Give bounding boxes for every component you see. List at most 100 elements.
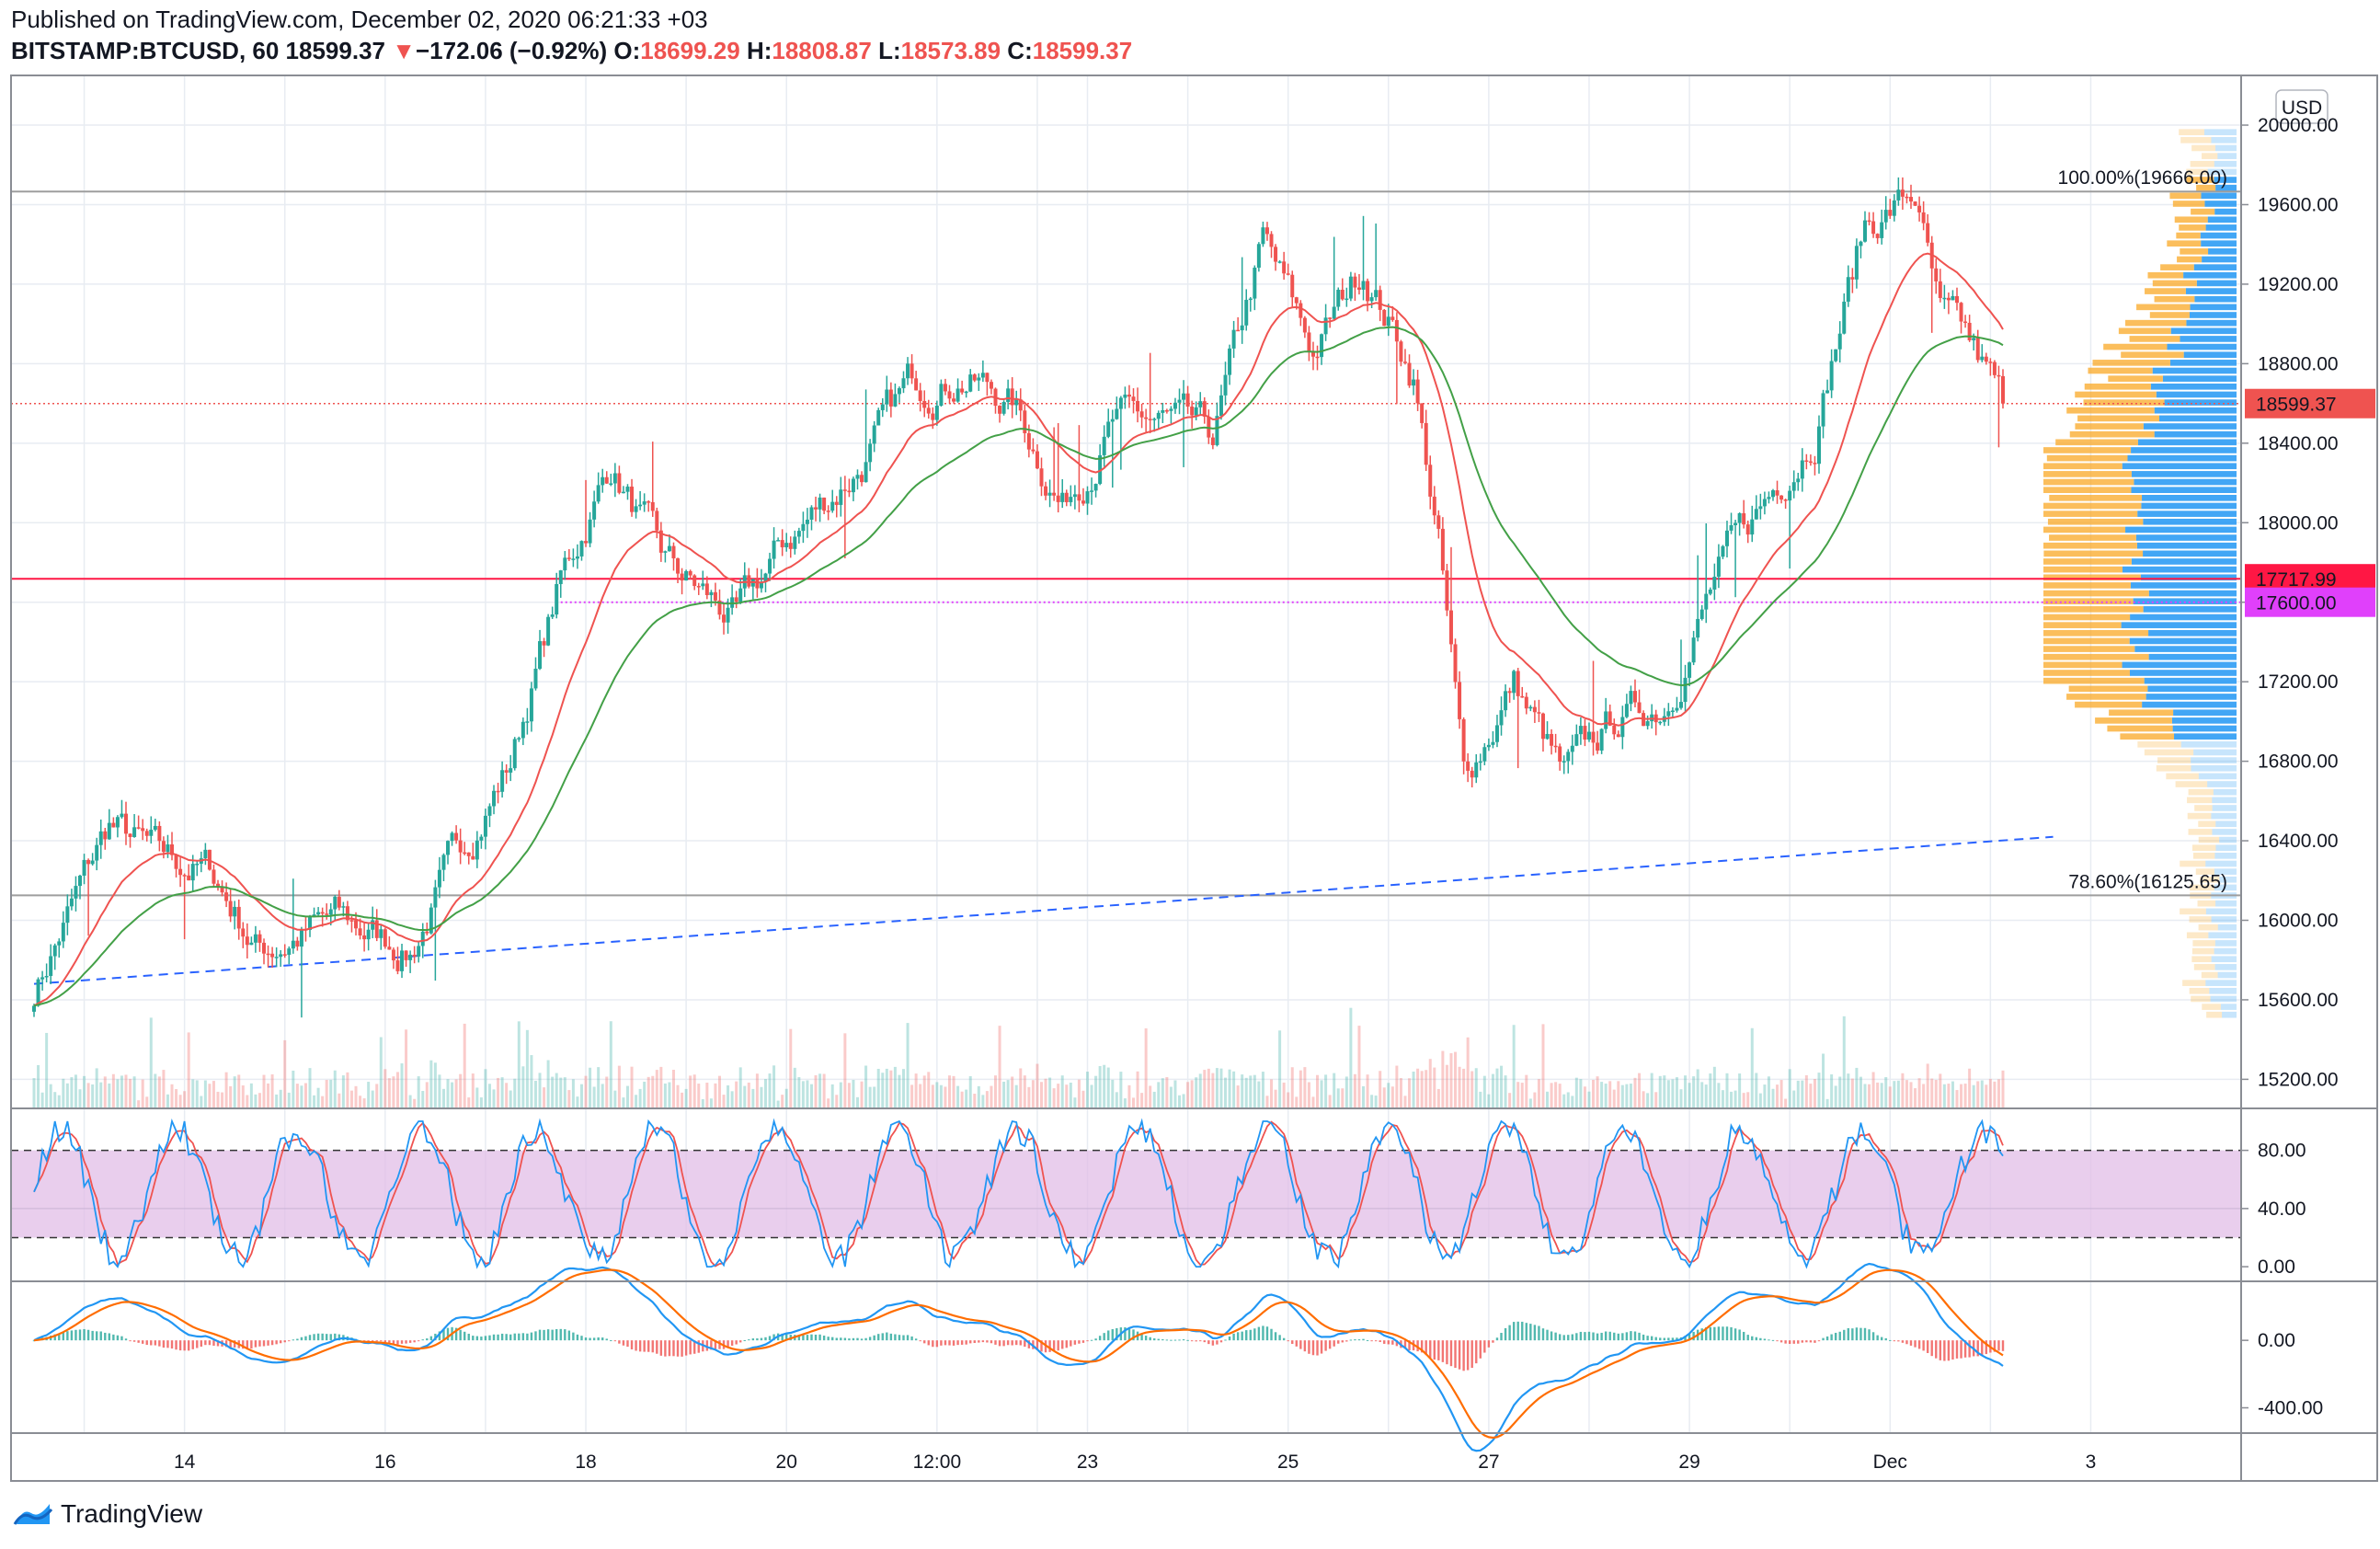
candlesticks[interactable] [32,177,2005,1018]
candle [1202,396,1207,424]
macd-histogram-bar [1107,1330,1110,1341]
macd-histogram-bar [1211,1340,1215,1346]
macd-histogram-bar [70,1330,74,1341]
macd-histogram-bar [1328,1340,1332,1349]
time-tick-label: 14 [174,1451,196,1473]
volume-bar [1445,1064,1448,1108]
macd-histogram-bar [1968,1340,1971,1358]
volume-bar [216,1091,220,1108]
candle-body [1837,333,1842,350]
candle-body [805,519,809,524]
candle-body [634,506,638,512]
volume-bar [1466,1037,1470,1108]
macd-histogram-bar [1245,1330,1248,1341]
volume-profile-up-bar [2191,757,2237,763]
volume-bar [793,1067,796,1108]
volume-profile-up-bar [2212,805,2237,811]
candle-body [1047,492,1052,496]
macd-histogram-bar [1253,1328,1256,1341]
volume-bar [275,1094,279,1108]
candle-body [977,377,981,381]
volume-bar [195,1080,199,1108]
volume-bar [1546,1091,1550,1108]
candle [291,878,295,954]
candle [1127,384,1131,408]
candle [868,439,873,472]
volume-bar [1592,1079,1596,1108]
macd-histogram-bar [848,1338,851,1341]
macd-histogram-bar [1613,1332,1616,1341]
macd-histogram-bar [1153,1338,1156,1341]
volume-bar [1119,1072,1123,1108]
candle [270,947,275,969]
macd-histogram-bar [601,1337,604,1341]
candle [1432,486,1436,525]
macd-histogram-bar [1784,1340,1787,1344]
candle [1742,499,1746,529]
volume-profile-down-bar [2190,160,2214,167]
candle-body [1499,710,1504,726]
macd-histogram-bar [1930,1340,1933,1357]
price-axis[interactable]: USD20000.0019600.0019200.0018800.0018400… [2241,89,2375,1419]
volume-bar [738,1067,742,1108]
candle-body [1871,221,1876,235]
candle [1558,743,1562,771]
candle-body [688,570,692,576]
candle [249,936,254,946]
candle-body [1796,478,1801,483]
volume-bar [1261,1072,1264,1108]
macd-histogram-bar [1825,1336,1829,1341]
candle-body [1432,496,1436,516]
candle-body [1382,309,1387,327]
volume-bar [329,1079,333,1108]
volume-bar [789,1028,793,1108]
macd-histogram-bar [1538,1325,1540,1341]
candle [1967,315,1972,342]
time-axis[interactable]: 14 16 18 20 12:00 23 25 27 29 Dec 3 [174,1451,2096,1473]
candle [1302,316,1307,338]
candle [69,889,74,911]
candle [1745,520,1750,544]
volume-bar [1349,1007,1353,1108]
candle-body [814,507,818,510]
pane-frames [10,75,2378,1482]
macd-histogram-bar [856,1337,859,1341]
candle-body [78,875,83,887]
candle-body [1504,691,1508,711]
price-levels: 100.00%(19666.00)78.60%(16125.65) [11,167,2241,985]
macd-histogram-bar [1730,1326,1733,1341]
macd-pane[interactable] [32,1262,2005,1452]
macd-histogram-bar [1997,1340,2000,1351]
macd-histogram-bar [187,1340,190,1351]
volume-profile-down-bar [2198,836,2220,843]
volume-profile-up-bar [2143,518,2237,525]
candle [612,463,617,498]
volume-bar [998,1026,1001,1108]
volume-profile-up-bar [2211,812,2237,820]
macd-histogram-bar [1922,1340,1925,1351]
macd-histogram-bar [166,1340,169,1348]
candle-body [1215,416,1219,445]
candle-body [1436,515,1441,529]
volume-bar [839,1082,842,1108]
candle [1436,510,1441,539]
candle [1390,306,1395,322]
volume-profile-down-bar [2190,884,2214,891]
stochastic-rsi-pane[interactable] [11,1118,2241,1269]
macd-histogram-bar [894,1334,897,1341]
candle [1290,270,1295,307]
tradingview-brand[interactable]: TradingView [13,1499,202,1529]
macd-histogram-bar [1868,1329,1871,1341]
volume-bar [287,1092,291,1108]
candle-body [1098,454,1103,485]
symbol-legend[interactable]: BITSTAMP:BTCUSD, 60 18599.37 ▼−172.06 (−… [11,37,1132,65]
volume-bar [1730,1091,1734,1108]
macd-histogram-bar [438,1331,441,1341]
candle [1574,724,1579,747]
price-marker [2245,587,2375,617]
candle [684,569,689,581]
volume-bar [873,1086,876,1108]
candle [1867,212,1871,226]
candle [1215,402,1219,447]
